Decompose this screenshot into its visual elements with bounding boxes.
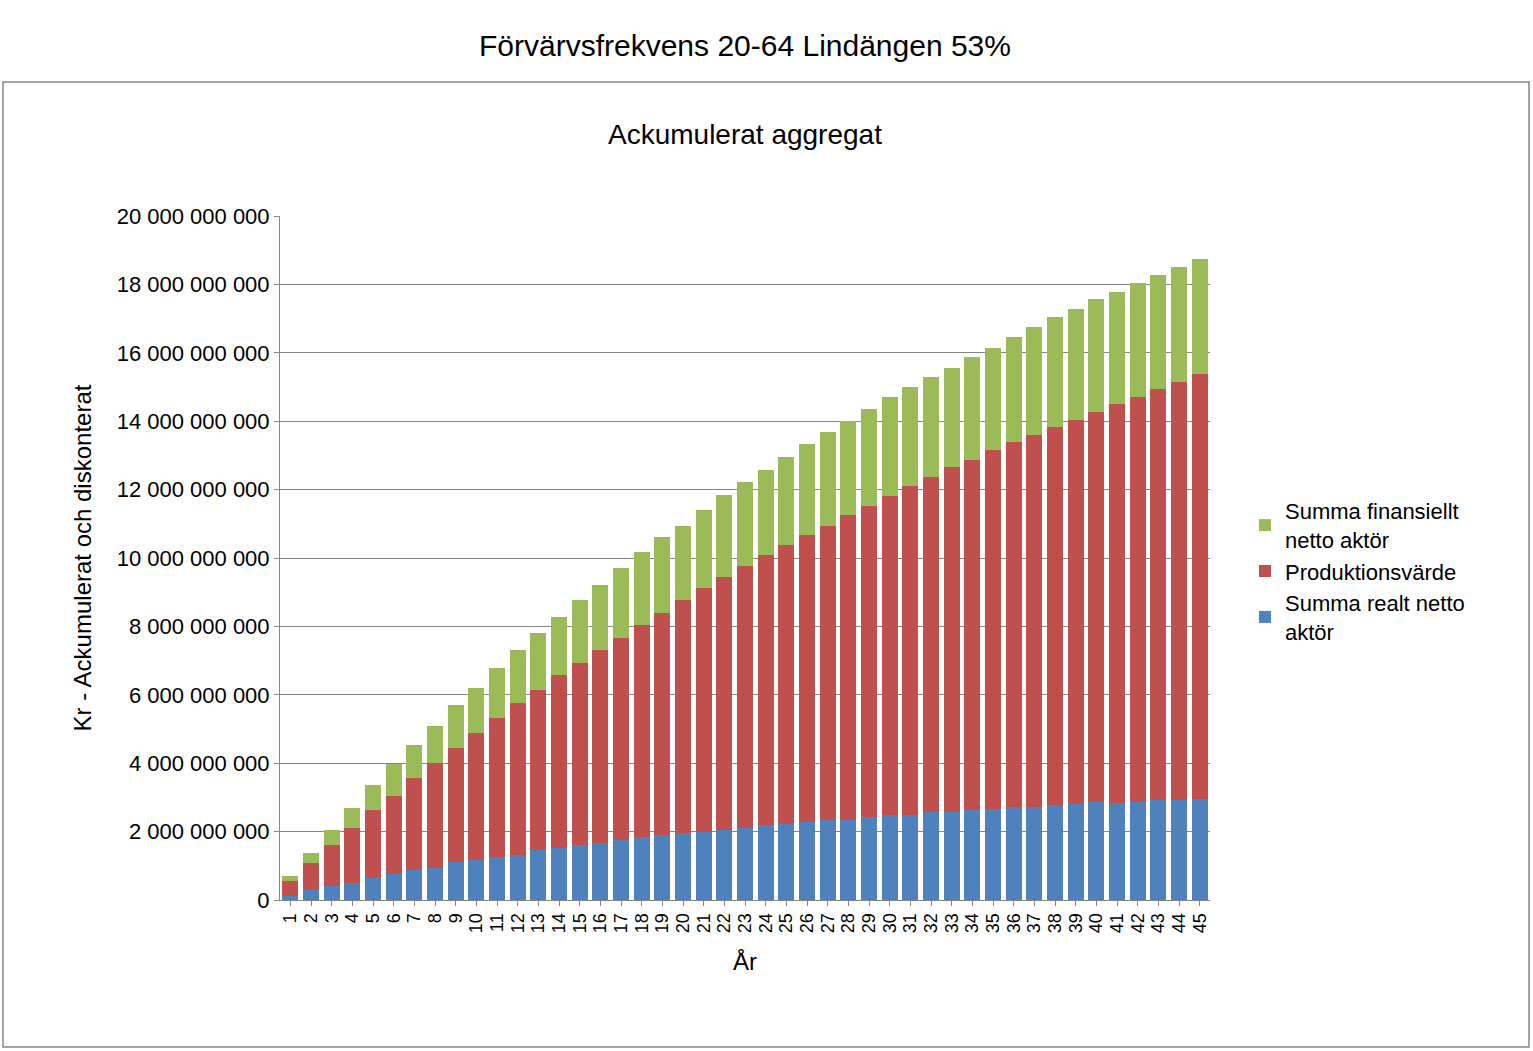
svg-text:45: 45 [1190,913,1210,933]
svg-text:Produktionsvärde: Produktionsvärde [1285,560,1456,585]
svg-text:7: 7 [404,913,424,923]
svg-text:17: 17 [611,913,631,933]
svg-text:40: 40 [1086,913,1106,933]
svg-text:Summa finansielltnetto aktör: Summa finansielltnetto aktör [1285,499,1459,553]
svg-text:0: 0 [257,888,269,913]
svg-text:41: 41 [1107,913,1127,933]
svg-text:44: 44 [1169,913,1189,933]
svg-text:16 000 000 000: 16 000 000 000 [117,341,270,366]
svg-text:4: 4 [342,913,362,923]
svg-text:Ackumulerat aggregat: Ackumulerat aggregat [608,119,882,150]
svg-text:39: 39 [1066,913,1086,933]
svg-text:11: 11 [487,913,507,932]
svg-text:14: 14 [549,913,569,933]
svg-text:13: 13 [528,913,548,933]
svg-text:9: 9 [446,913,466,923]
svg-text:36: 36 [1004,913,1024,933]
svg-text:43: 43 [1148,913,1168,933]
svg-text:1: 1 [280,913,300,923]
svg-text:23: 23 [735,913,755,933]
svg-text:2 000 000 000: 2 000 000 000 [129,819,270,844]
svg-text:16: 16 [590,913,610,933]
svg-text:8: 8 [425,913,445,923]
svg-text:21: 21 [694,913,714,933]
svg-text:Kr - Ackumulerat och diskonter: Kr - Ackumulerat och diskonterat [69,384,96,731]
svg-text:År: År [733,948,757,975]
svg-text:12 000 000 000: 12 000 000 000 [117,477,270,502]
svg-text:28: 28 [838,913,858,933]
svg-text:35: 35 [983,913,1003,933]
svg-text:6 000 000 000: 6 000 000 000 [129,683,270,708]
svg-text:Summa realt nettoaktör: Summa realt nettoaktör [1285,591,1465,645]
svg-text:29: 29 [859,913,879,933]
svg-text:10 000 000 000: 10 000 000 000 [117,546,270,571]
svg-text:32: 32 [921,913,941,933]
svg-text:26: 26 [797,913,817,933]
svg-text:34: 34 [962,913,982,933]
svg-text:2: 2 [301,913,321,923]
svg-text:20: 20 [673,913,693,933]
svg-text:19: 19 [652,913,672,933]
svg-text:10: 10 [466,913,486,933]
svg-text:22: 22 [714,913,734,933]
svg-text:8 000 000 000: 8 000 000 000 [129,614,270,639]
svg-text:14 000 000 000: 14 000 000 000 [117,409,270,434]
svg-text:33: 33 [942,913,962,933]
svg-text:4 000 000 000: 4 000 000 000 [129,751,270,776]
svg-text:18 000 000 000: 18 000 000 000 [117,272,270,297]
svg-text:25: 25 [776,913,796,933]
svg-text:6: 6 [384,913,404,923]
svg-text:31: 31 [900,913,920,933]
svg-text:24: 24 [756,913,776,933]
svg-text:37: 37 [1024,913,1044,933]
svg-text:20 000 000 000: 20 000 000 000 [117,204,270,229]
svg-text:12: 12 [508,913,528,933]
svg-text:27: 27 [818,913,838,933]
svg-text:38: 38 [1045,913,1065,933]
svg-text:15: 15 [570,913,590,933]
svg-text:18: 18 [632,913,652,933]
svg-text:42: 42 [1128,913,1148,933]
svg-text:5: 5 [363,913,383,923]
svg-text:3: 3 [322,913,342,923]
svg-text:30: 30 [880,913,900,933]
svg-text:Förvärvsfrekvens 20-64 Lindäng: Förvärvsfrekvens 20-64 Lindängen 53% [479,29,1011,62]
